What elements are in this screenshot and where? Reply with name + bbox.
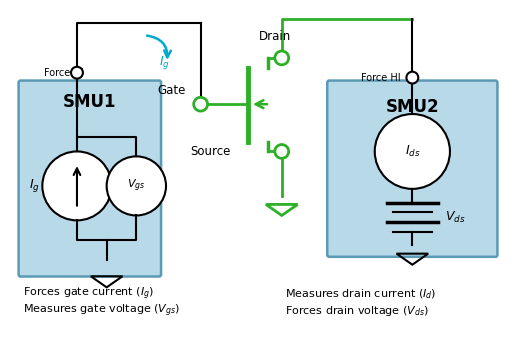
Text: $I_g$: $I_g$ xyxy=(159,55,170,71)
Text: Source: Source xyxy=(190,145,230,158)
Text: Forces gate current ($I_g$): Forces gate current ($I_g$) xyxy=(22,286,154,303)
Circle shape xyxy=(71,67,83,79)
Text: $I_g$: $I_g$ xyxy=(29,177,40,195)
Circle shape xyxy=(194,97,208,111)
Text: Drain: Drain xyxy=(258,30,291,43)
Circle shape xyxy=(43,152,112,220)
Text: Measures gate voltage ($V_{gs}$): Measures gate voltage ($V_{gs}$) xyxy=(22,303,180,319)
Circle shape xyxy=(375,114,450,189)
Text: Measures drain current ($I_d$): Measures drain current ($I_d$) xyxy=(285,287,436,301)
Circle shape xyxy=(406,72,418,83)
Circle shape xyxy=(275,51,289,65)
Text: Force HI: Force HI xyxy=(361,73,401,83)
Text: $V_{ds}$: $V_{ds}$ xyxy=(445,210,466,225)
Text: Forces drain voltage ($V_{ds}$): Forces drain voltage ($V_{ds}$) xyxy=(285,304,429,318)
Circle shape xyxy=(275,144,289,158)
Circle shape xyxy=(106,156,166,216)
Text: SMU1: SMU1 xyxy=(63,93,117,111)
Text: Gate: Gate xyxy=(157,84,186,97)
Text: $I_{ds}$: $I_{ds}$ xyxy=(404,144,420,159)
FancyBboxPatch shape xyxy=(327,81,497,257)
FancyBboxPatch shape xyxy=(19,81,161,277)
Text: Force HI: Force HI xyxy=(44,68,84,78)
Text: $V_{gs}$: $V_{gs}$ xyxy=(127,178,145,194)
Text: SMU2: SMU2 xyxy=(386,98,439,116)
